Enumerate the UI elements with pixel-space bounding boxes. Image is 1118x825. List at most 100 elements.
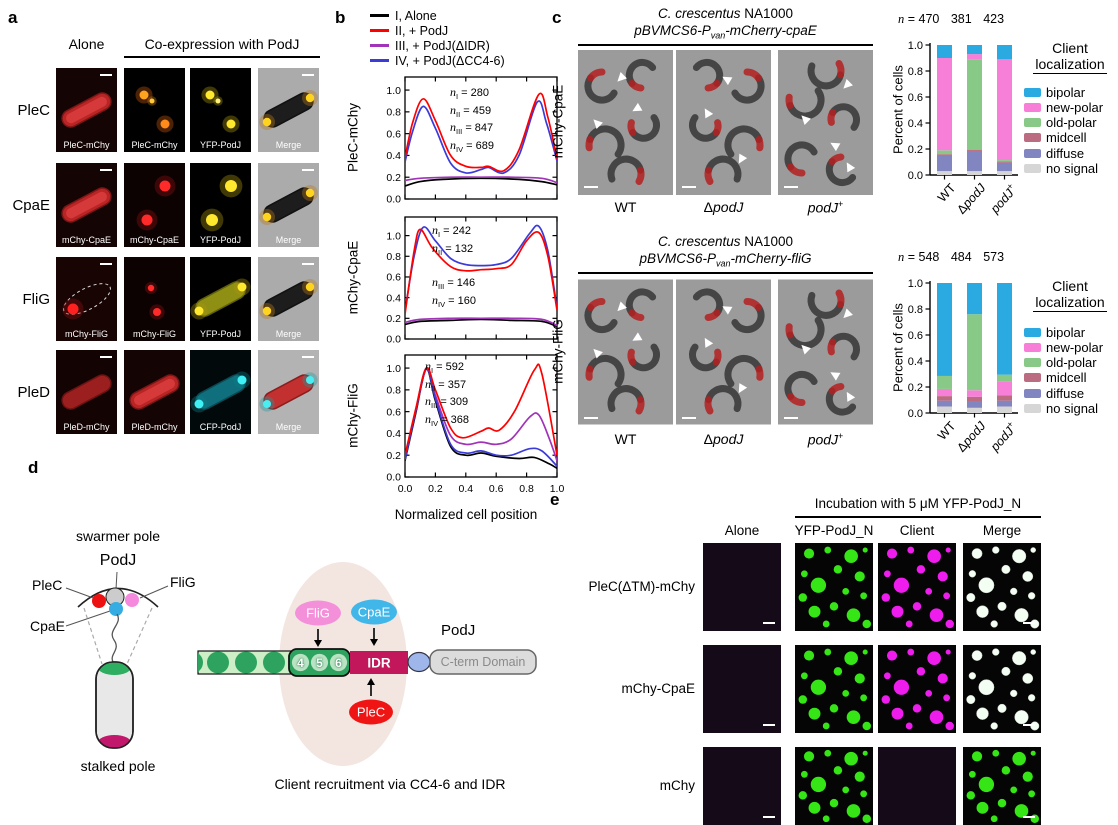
micro-image-cpae-3: Merge (258, 163, 319, 247)
scale-bar (302, 74, 314, 76)
client-legend-item: no signal (1024, 400, 1103, 416)
svg-text:0.6: 0.6 (386, 128, 401, 140)
scale-bar (1023, 816, 1035, 818)
n-annotation: nIII = 847 (450, 120, 494, 137)
podj-right-label: PodJ (441, 622, 476, 639)
plec-circle (92, 594, 106, 608)
n-annotation: nI = 242 (432, 223, 471, 240)
legend-item-label: new-polar (1046, 99, 1104, 115)
client-legend-title: Client localization (1022, 278, 1118, 312)
coiled-coil-ovals (198, 651, 285, 674)
scale-bar (784, 417, 798, 419)
legend-item-label: no signal (1046, 400, 1099, 416)
legend-swatch (1024, 403, 1041, 413)
plec-label: PleC (32, 577, 63, 593)
plot-legend-item: I, Alone (370, 8, 505, 23)
phase-image-0-2 (778, 50, 873, 195)
legend-title-line1: Client (1052, 278, 1088, 294)
legend-item-label: no signal (1046, 160, 1099, 176)
micro-image-caption: YFP-PodJ (199, 140, 241, 150)
strain-caption: WT (614, 199, 637, 215)
svg-text:0.2: 0.2 (386, 172, 401, 184)
micro-image-plec-3: Merge (258, 68, 319, 152)
legend-line-swatch (370, 29, 389, 32)
legend-item-label: old-polar (1046, 115, 1097, 131)
plec-bubble-label: PleC (356, 704, 386, 720)
svg-text:0.2: 0.2 (386, 450, 401, 462)
legend-line-swatch (370, 59, 389, 62)
n-annotation: nIV = 160 (432, 292, 476, 309)
droplet-image-2-3 (963, 747, 1041, 825)
svg-text:0.6: 0.6 (489, 483, 504, 495)
idr-label: IDR (367, 655, 391, 670)
micro-image-caption: mChy-FliG (133, 329, 176, 339)
panel-b-x-axis-label: Normalized cell position (394, 507, 538, 522)
micro-image-flig-2: YFP-PodJ (190, 257, 251, 341)
legend-item-label: old-polar (1046, 355, 1097, 371)
droplet-image-0-1 (795, 543, 873, 631)
zoom-dashed-left (83, 607, 103, 665)
podj-top-label: PodJ (99, 552, 137, 569)
cpae-circle (109, 602, 123, 616)
svg-text:1.0: 1.0 (386, 230, 401, 242)
scale-bar (1023, 622, 1035, 624)
micro-image-caption: CFP-PodJ (199, 422, 242, 432)
svg-text:0.2: 0.2 (386, 313, 401, 325)
legend-item-label: midcell (1046, 370, 1087, 386)
panel-d-label: d (28, 458, 39, 477)
panel-a-header-coexpression: Co-expression with PodJ (144, 36, 300, 52)
droplet-image-2-1 (795, 747, 873, 825)
micro-image-cpae-1: mChy-CpaE (124, 163, 185, 247)
droplet-image-1-3 (963, 645, 1041, 733)
scale-bar (100, 74, 112, 76)
svg-text:1.0: 1.0 (908, 40, 923, 52)
micro-image-pled-3: Merge (258, 350, 319, 434)
legend-item-label: I, Alone (395, 8, 437, 23)
svg-text:0.8: 0.8 (386, 251, 401, 263)
strain-caption: WT (614, 431, 637, 447)
n-annotation: nIII = 146 (432, 275, 476, 292)
svg-text:0.4: 0.4 (908, 356, 923, 368)
stacked-bar-chart-loc-flig: 0.0 0.2 0.4 0.6 0.8 1.0 (908, 278, 1018, 420)
stacked-bar-chart-loc-cpae: 0.0 0.2 0.4 0.6 0.8 1.0 (908, 40, 1018, 182)
client-legend-item: midcell (1024, 130, 1103, 146)
strain-caption: ΔpodJ (703, 199, 744, 215)
legend-swatch (1024, 327, 1041, 337)
legend-swatch (1024, 388, 1041, 398)
legend-item-label: midcell (1046, 130, 1087, 146)
legend-swatch (1024, 373, 1041, 383)
panel-a-row-label: PleD (17, 383, 50, 401)
micro-image-caption: mChy-CpaE (129, 235, 179, 245)
scale-bar (682, 186, 696, 188)
legend-item-label: IV, + PodJ(ΔCC4-6) (395, 53, 505, 68)
title-underline (578, 44, 873, 46)
legend-title-line2: localization (1033, 56, 1107, 74)
micro-image-caption: PleD-mChy (131, 422, 178, 432)
cpae-label: CpaE (30, 618, 66, 634)
line-plot-profile-flig: 0.0 0.2 0.4 0.6 0.8 1.0 0.0 0.2 0.4 0.6 0.8 1.0 (386, 354, 564, 495)
scale-bar (763, 816, 775, 818)
panel-b-legend: I, Alone II, + PodJ III, + PodJ(ΔIDR) IV, +… (370, 8, 505, 68)
legend-item-label: new-polar (1046, 339, 1104, 355)
micro-image-plec-0: PleC-mChy (56, 68, 117, 152)
panel-e-row-label: mChy (659, 778, 695, 793)
panel-d-diagram (65, 562, 537, 766)
cpae-bubble (351, 599, 397, 625)
micro-image-flig-0: mChy-FliG (56, 257, 117, 341)
scale-bar (302, 356, 314, 358)
phase-image-1-1 (676, 278, 771, 426)
plot-n-annotations: nI = 242 nII = 132 (432, 223, 473, 259)
svg-text:1.0: 1.0 (386, 85, 401, 97)
micro-image-flig-3: Merge (258, 257, 319, 341)
micro-image-plec-2: YFP-PodJ (190, 68, 251, 152)
scale-bar (100, 356, 112, 358)
plot-n-annotations: nIII = 146 nIV = 160 (432, 275, 476, 311)
droplet-image-2-2 (878, 747, 956, 825)
panel-e-row-label: PleC(ΔTM)-mChy (588, 579, 695, 594)
strain-caption: podJ+ (807, 199, 844, 216)
line-plot-profile-cpae: 0.0 0.2 0.4 0.6 0.8 1.0 (386, 216, 558, 346)
panel-e-col-header: YFP-PodJ_N (794, 523, 874, 538)
client-legend-item: diffuse (1024, 386, 1103, 401)
